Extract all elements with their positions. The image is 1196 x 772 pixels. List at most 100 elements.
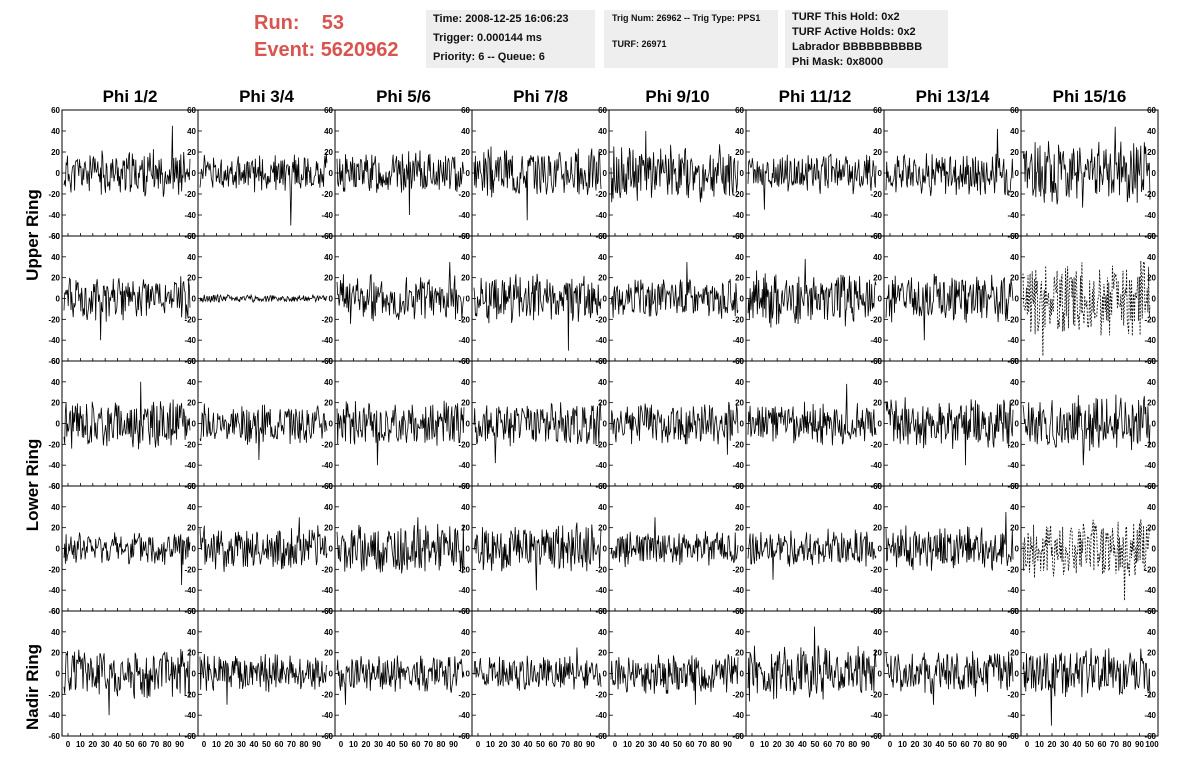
column-header: Phi 13/14: [915, 87, 990, 106]
x-tick-label: 20: [773, 740, 782, 749]
y-tick-label: -60: [1144, 232, 1156, 241]
y-tick-label: -20: [595, 565, 607, 574]
y-tick-label: -40: [870, 586, 882, 595]
y-tick-label: -60: [1007, 732, 1019, 741]
y-tick-label: -20: [1007, 190, 1019, 199]
y-tick-label: 20: [51, 524, 60, 533]
y-tick-label: 0: [603, 545, 608, 554]
y-tick-label: -40: [321, 461, 333, 470]
y-tick-label: 20: [51, 649, 60, 658]
y-tick-label: 60: [187, 482, 196, 491]
waveform-trace: [747, 153, 877, 210]
y-tick-label: -20: [595, 315, 607, 324]
x-tick-label: 90: [1135, 740, 1144, 749]
y-tick-label: -60: [732, 482, 744, 491]
x-tick-label: 60: [549, 740, 558, 749]
waveform-trace: [336, 400, 465, 466]
y-tick-label: 0: [1152, 670, 1157, 679]
y-tick-label: -20: [1144, 315, 1156, 324]
y-tick-label: -60: [870, 732, 882, 741]
y-tick-label: 40: [461, 503, 470, 512]
y-tick-label: -20: [321, 440, 333, 449]
x-tick-label: 10: [349, 740, 358, 749]
y-tick-label: 0: [329, 169, 334, 178]
y-tick-label: 20: [735, 524, 744, 533]
turf-hold-text: TURF This Hold: 0x2: [792, 11, 900, 23]
y-tick-label: 40: [735, 127, 744, 136]
y-tick-label: 60: [1147, 106, 1156, 115]
y-tick-label: 40: [461, 253, 470, 262]
y-tick-label: -40: [321, 211, 333, 220]
y-tick-label: -60: [595, 232, 607, 241]
y-tick-label: 60: [873, 357, 882, 366]
y-tick-label: -20: [870, 315, 882, 324]
y-tick-label: 60: [187, 607, 196, 616]
x-tick-label: 60: [961, 740, 970, 749]
column-header: Phi 5/6: [376, 87, 431, 106]
y-tick-label: -60: [870, 232, 882, 241]
x-tick-label: 70: [287, 740, 296, 749]
y-tick-label: 40: [1147, 127, 1156, 136]
x-tick-label: 20: [1048, 740, 1057, 749]
y-tick-label: 0: [1015, 670, 1020, 679]
y-tick-label: -60: [870, 607, 882, 616]
x-tick-label: 90: [312, 740, 321, 749]
y-tick-label: -40: [595, 711, 607, 720]
y-tick-label: -60: [1007, 357, 1019, 366]
column-header: Phi 1/2: [102, 87, 158, 106]
y-tick-label: 40: [873, 628, 882, 637]
y-tick-label: -60: [1144, 732, 1156, 741]
x-tick-label: 60: [823, 740, 832, 749]
y-tick-label: -40: [870, 711, 882, 720]
y-tick-label: 40: [873, 127, 882, 136]
y-tick-label: -40: [48, 211, 60, 220]
y-tick-label: 20: [873, 399, 882, 408]
y-tick-label: -40: [870, 336, 882, 345]
y-tick-label: 20: [187, 649, 196, 658]
x-tick-label: 30: [785, 740, 794, 749]
y-tick-label: 0: [1152, 295, 1157, 304]
panel-frame: [197, 485, 336, 612]
y-tick-label: -20: [1144, 690, 1156, 699]
labrador-text: Labrador BBBBBBBBBB: [792, 41, 923, 53]
y-tick-label: 40: [598, 628, 607, 637]
y-tick-label: 20: [735, 399, 744, 408]
y-tick-label: -20: [1007, 565, 1019, 574]
y-tick-label: -60: [48, 232, 60, 241]
waveform-trace: [747, 626, 877, 702]
y-tick-label: 60: [324, 607, 333, 616]
y-tick-label: 20: [1010, 524, 1019, 533]
event-value: 5620962: [320, 39, 399, 61]
y-tick-label: 20: [187, 399, 196, 408]
y-tick-label: 20: [873, 274, 882, 283]
y-tick-label: 40: [598, 503, 607, 512]
y-tick-label: 60: [51, 106, 60, 115]
y-tick-label: 0: [878, 295, 883, 304]
x-tick-label: 60: [275, 740, 284, 749]
y-tick-label: -40: [458, 461, 470, 470]
waveform-trace: [336, 655, 465, 705]
time-info-box: Time: 2008-12-25 16:06:23 Trigger: 0.000…: [426, 10, 595, 68]
y-tick-label: 40: [324, 628, 333, 637]
y-tick-label: 40: [873, 253, 882, 262]
y-tick-label: 0: [329, 295, 334, 304]
y-tick-label: 20: [735, 649, 744, 658]
y-tick-label: -20: [1144, 190, 1156, 199]
waveform-trace: [336, 517, 465, 574]
waveform-trace: [199, 153, 328, 226]
y-tick-label: -20: [1007, 690, 1019, 699]
waveform-trace: [885, 397, 1014, 466]
x-tick-label: 60: [138, 740, 147, 749]
y-tick-label: -60: [184, 607, 196, 616]
waveform-trace: [610, 130, 739, 203]
y-tick-label: -20: [1007, 440, 1019, 449]
y-tick-label: -60: [48, 607, 60, 616]
y-tick-label: 0: [878, 169, 883, 178]
y-tick-label: 20: [1147, 148, 1156, 157]
y-tick-label: -40: [1144, 336, 1156, 345]
y-tick-label: -20: [732, 315, 744, 324]
waveform-trace: [473, 146, 602, 221]
phi-mask-text: Phi Mask: 0x8000: [792, 56, 884, 68]
y-tick-label: 60: [598, 482, 607, 491]
y-tick-label: 0: [603, 295, 608, 304]
